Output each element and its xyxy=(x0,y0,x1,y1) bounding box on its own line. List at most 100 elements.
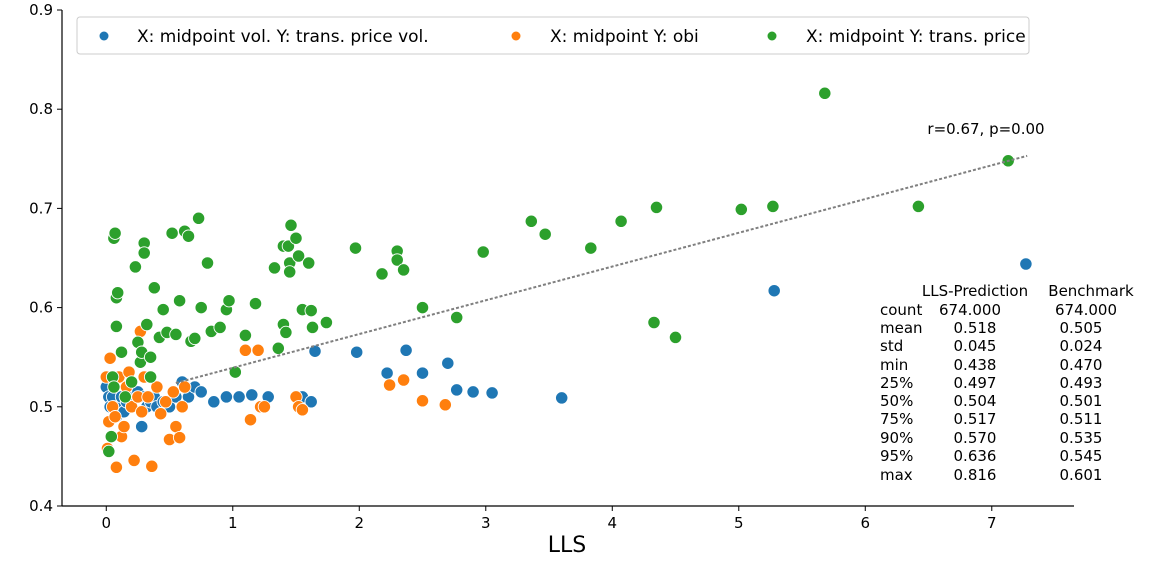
stats-row-lls-value: 0.497 xyxy=(954,374,997,392)
data-point-series-3 xyxy=(248,296,263,311)
data-point-series-1 xyxy=(1019,257,1033,271)
x-tick-label: 3 xyxy=(481,514,491,532)
data-point-series-3 xyxy=(128,260,143,274)
stats-row-lls-value: 0.636 xyxy=(954,447,997,465)
data-point-series-3 xyxy=(114,345,129,359)
data-point-series-3 xyxy=(118,390,132,404)
data-point-series-3 xyxy=(181,229,196,243)
data-point-series-1 xyxy=(415,366,430,380)
stats-row-lls-value: 0.518 xyxy=(954,319,997,337)
stats-row-label: 25% xyxy=(880,374,913,392)
data-point-series-3 xyxy=(476,245,490,259)
data-point-series-2 xyxy=(382,378,397,392)
data-point-series-3 xyxy=(267,261,282,275)
data-point-series-2 xyxy=(396,373,411,387)
data-point-series-2 xyxy=(178,380,192,394)
stats-row-lls-value: 674.000 xyxy=(939,301,1001,319)
data-point-series-2 xyxy=(438,398,452,412)
trendline-annotation: r=0.67, p=0.00 xyxy=(927,120,1044,138)
data-point-series-1 xyxy=(207,395,221,409)
x-tick-label: 2 xyxy=(355,514,365,532)
data-point-series-3 xyxy=(124,375,139,389)
data-point-series-1 xyxy=(135,419,149,434)
y-tick-label: 0.7 xyxy=(29,199,53,217)
data-point-series-1 xyxy=(350,345,364,359)
legend-marker-midpoint-vol xyxy=(99,31,109,41)
data-point-series-3 xyxy=(450,310,464,325)
data-point-series-2 xyxy=(172,430,187,445)
data-point-series-3 xyxy=(649,200,664,215)
stats-row-benchmark-value: 0.024 xyxy=(1060,337,1103,355)
data-point-series-3 xyxy=(200,256,215,270)
stats-row-label: 75% xyxy=(880,410,913,428)
data-point-series-1 xyxy=(194,385,208,399)
data-point-series-2 xyxy=(166,385,180,399)
data-point-series-3 xyxy=(108,226,122,240)
data-point-series-3 xyxy=(668,330,683,345)
data-point-series-3 xyxy=(304,303,318,318)
x-tick-label: 0 xyxy=(102,514,112,532)
data-point-series-2 xyxy=(159,395,173,409)
stats-row-benchmark-value: 0.493 xyxy=(1060,374,1103,392)
data-point-series-2 xyxy=(251,343,265,357)
stats-row-benchmark-value: 0.511 xyxy=(1060,410,1103,428)
legend-label-trans-price: X: midpoint Y: trans. price xyxy=(806,27,1026,47)
data-point-series-3 xyxy=(165,226,179,240)
stats-row-benchmark-value: 674.000 xyxy=(1055,301,1117,319)
stats-row-label: std xyxy=(880,337,903,355)
data-point-series-2 xyxy=(141,390,155,404)
x-tick-label: 6 xyxy=(861,514,871,532)
data-point-series-3 xyxy=(172,294,187,308)
data-point-series-1 xyxy=(399,343,413,357)
y-tick-label: 0.5 xyxy=(29,398,53,416)
data-point-series-3 xyxy=(104,429,118,444)
stats-row-benchmark-value: 0.535 xyxy=(1060,429,1103,447)
data-point-series-3 xyxy=(734,202,748,217)
data-point-series-1 xyxy=(232,390,246,404)
y-tick-label: 0.9 xyxy=(29,1,53,19)
legend-marker-obi xyxy=(511,31,521,41)
stats-row-label: 90% xyxy=(880,429,913,447)
data-point-series-3 xyxy=(614,214,628,228)
data-point-series-3 xyxy=(283,265,297,279)
stats-row-benchmark-value: 0.545 xyxy=(1060,447,1103,465)
trendline-layer xyxy=(175,154,1028,384)
stats-row-benchmark-value: 0.470 xyxy=(1060,356,1103,374)
data-point-series-3 xyxy=(289,231,303,245)
y-tick-label: 0.4 xyxy=(29,497,53,515)
data-point-series-3 xyxy=(137,246,151,260)
stats-row-label: mean xyxy=(880,319,923,337)
x-tick-label: 4 xyxy=(608,514,618,532)
data-point-series-3 xyxy=(143,350,158,364)
data-point-series-3 xyxy=(279,325,293,340)
stats-row-label: count xyxy=(880,301,922,319)
x-tick-label: 1 xyxy=(228,514,238,532)
data-point-series-2 xyxy=(243,413,258,427)
data-point-series-3 xyxy=(111,286,125,300)
data-point-series-3 xyxy=(284,218,298,232)
data-point-series-3 xyxy=(415,300,430,315)
data-point-series-3 xyxy=(194,300,208,315)
axes-layer xyxy=(61,10,1074,507)
legend-frame xyxy=(76,16,1030,55)
data-point-series-2 xyxy=(238,343,253,357)
data-point-series-1 xyxy=(485,386,499,400)
legend-label-obi: X: midpoint Y: obi xyxy=(550,27,699,47)
data-point-series-2 xyxy=(135,405,149,419)
stats-header-benchmark: Benchmark xyxy=(1048,282,1134,300)
data-point-series-3 xyxy=(396,263,411,277)
data-point-series-1 xyxy=(245,388,259,402)
data-point-series-3 xyxy=(191,211,206,225)
data-point-series-3 xyxy=(213,320,227,335)
y-tick-label: 0.6 xyxy=(29,299,53,317)
legend-label-midpoint-vol: X: midpoint vol. Y: trans. price vol. xyxy=(137,27,429,47)
data-point-series-1 xyxy=(441,356,455,370)
data-point-series-3 xyxy=(169,327,183,342)
data-point-series-1 xyxy=(555,391,569,405)
legend-marker-trans-price xyxy=(767,31,777,41)
data-point-series-3 xyxy=(156,302,170,317)
stats-row-lls-value: 0.438 xyxy=(954,356,997,374)
data-point-series-3 xyxy=(766,199,780,214)
data-point-series-3 xyxy=(228,365,242,379)
